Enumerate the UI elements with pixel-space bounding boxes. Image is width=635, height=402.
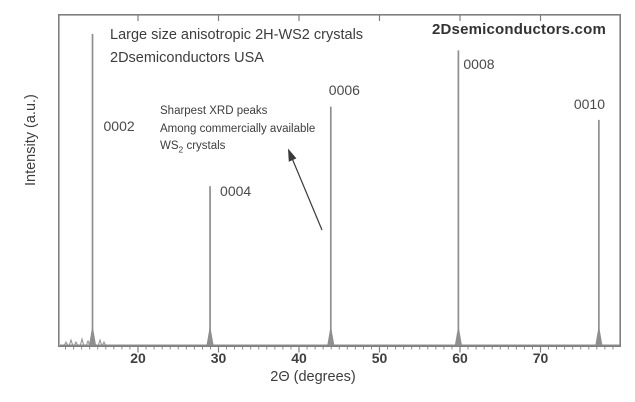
x-tick-label-30: 30 xyxy=(210,350,227,366)
x-tick-label-50: 50 xyxy=(371,350,388,366)
annotation-line3: WS2 crystals xyxy=(160,140,226,155)
baseline-noise xyxy=(79,337,85,346)
brand-logo-text: 2Dsemiconductors.com xyxy=(431,21,606,38)
x-axis-label: 2Θ (degrees) xyxy=(270,369,356,385)
annotation-note: Sharpest XRD peaks Among commercially av… xyxy=(160,103,315,159)
chart-title-line1: Large size anisotropic 2H-WS2 crystals xyxy=(110,27,364,43)
baseline-noise xyxy=(73,340,79,346)
baseline-noise xyxy=(85,339,91,346)
chart-title: Large size anisotropic 2H-WS2 crystals 2… xyxy=(110,24,363,69)
x-tick-label-60: 60 xyxy=(452,350,468,366)
baseline-noise xyxy=(63,340,69,346)
annotation-line1: Sharpest XRD peaks xyxy=(160,105,268,117)
peak-label-0006: 0006 xyxy=(328,82,360,98)
x-tick-label-40: 40 xyxy=(291,350,307,366)
annotation-arrow-head xyxy=(288,148,297,162)
x-tick-label-20: 20 xyxy=(130,350,146,366)
annotation-arrow-shaft xyxy=(290,156,323,231)
peak-label-0010: 0010 xyxy=(573,96,606,112)
chart-title-line2: 2Dsemiconductors USA xyxy=(110,49,264,66)
peak-label-0002: 0002 xyxy=(103,118,135,134)
baseline-noise xyxy=(68,338,74,346)
baseline-noise xyxy=(97,338,103,346)
baseline-noise xyxy=(101,340,107,346)
peak-label-0004: 0004 xyxy=(220,183,252,199)
annotation-line2: Among commercially available xyxy=(160,122,316,135)
x-tick-label-70: 70 xyxy=(532,350,549,366)
peak-label-0008: 0008 xyxy=(463,56,495,72)
